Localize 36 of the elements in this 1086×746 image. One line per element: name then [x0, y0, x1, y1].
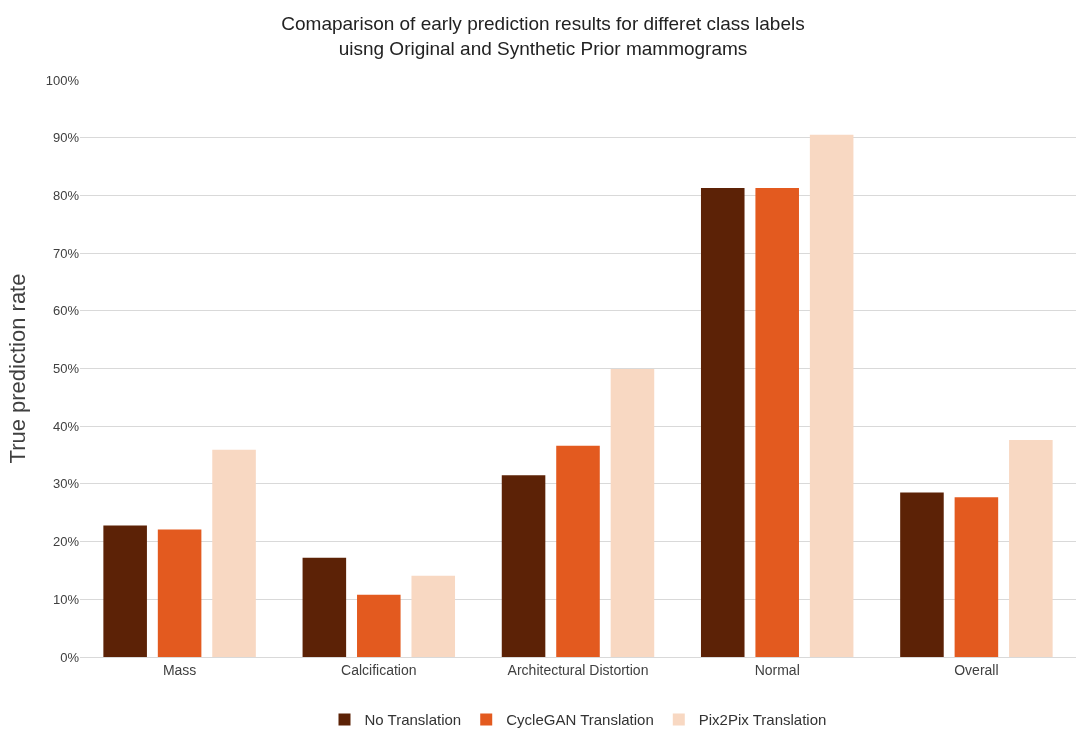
y-tick-label: 0% [60, 649, 80, 665]
bar [954, 497, 999, 657]
bar [556, 445, 600, 657]
bar [610, 369, 655, 657]
y-tick-label: 100% [45, 72, 80, 88]
bar [103, 525, 147, 657]
chart-title: Comaparison of early prediction results for differet class labels uisng Original and Synthetic Prior mammograms [281, 12, 805, 59]
legend-label: Pix2Pix Translation [698, 711, 827, 729]
bar [700, 187, 745, 657]
legend-label: No Translation [364, 711, 462, 729]
y-tick-label: 50% [52, 361, 80, 377]
bar [302, 557, 347, 657]
y-tick-label: 30% [52, 476, 80, 492]
bar [357, 594, 401, 657]
bar [411, 575, 456, 657]
x-tick-label: Mass [162, 661, 197, 678]
x-tick-label: Architectural Distortion [507, 661, 649, 678]
y-tick-label: 10% [52, 591, 80, 607]
y-tick-label: 40% [52, 418, 80, 434]
y-tick-label: 80% [52, 187, 80, 203]
y-axis-title: True prediction rate [4, 273, 30, 464]
bar [157, 529, 202, 657]
bar [212, 449, 256, 657]
y-tick-label: 90% [52, 130, 80, 146]
bar [755, 187, 799, 657]
bar [809, 134, 854, 657]
y-tick-label: 70% [52, 245, 80, 261]
x-tick-label: Overall [954, 661, 999, 678]
legend-label: CycleGAN Translation [506, 711, 654, 729]
bar [900, 492, 944, 657]
y-tick-label: 60% [52, 303, 80, 319]
bar [501, 475, 546, 657]
x-tick-label: Normal [754, 661, 800, 678]
bar [1009, 440, 1053, 657]
x-tick-label: Calcification [341, 661, 417, 678]
y-tick-label: 20% [52, 534, 80, 550]
